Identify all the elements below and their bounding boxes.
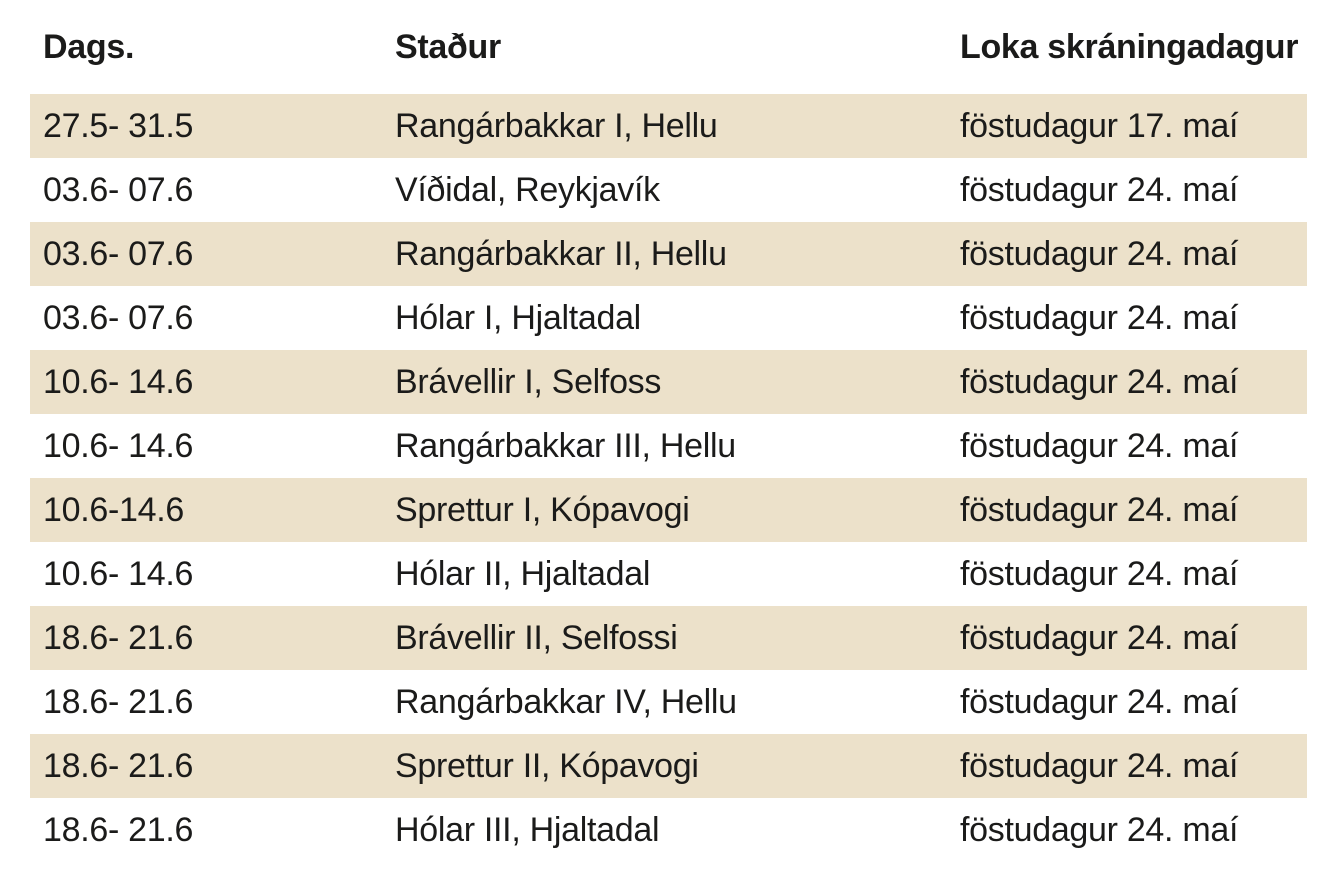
cell-dags: 10.6- 14.6 <box>43 363 194 401</box>
cell-dags: 03.6- 07.6 <box>43 235 194 273</box>
cell-dags: 18.6- 21.6 <box>43 811 194 849</box>
table-row: 10.6- 14.6 Brávellir I, Selfoss föstudagur… <box>30 350 1307 414</box>
cell-loka: föstudagur 17. maí <box>960 107 1239 145</box>
table-row: 10.6- 14.6 Hólar II, Hjaltadal föstudagur … <box>30 542 1307 606</box>
table-row: 03.6- 07.6 Rangárbakkar II, Hellu föstudag… <box>30 222 1307 286</box>
header-row: Dags. Staður Loka skráningadagur <box>30 0 1307 94</box>
schedule-table: Dags. Staður Loka skráningadagur 27.5- 3… <box>30 0 1307 862</box>
cell-dags: 10.6-14.6 <box>43 491 184 529</box>
table-row: 18.6- 21.6 Rangárbakkar IV, Hellu föstudag… <box>30 670 1307 734</box>
cell-dags: 18.6- 21.6 <box>43 683 194 721</box>
table-body: 27.5- 31.5 Rangárbakkar I, Hellu föstudagu… <box>30 94 1307 862</box>
table-row: 27.5- 31.5 Rangárbakkar I, Hellu föstudagu… <box>30 94 1307 158</box>
table-row: 18.6- 21.6 Hólar III, Hjaltadal föstudagur… <box>30 798 1307 862</box>
cell-loka: föstudagur 24. maí <box>960 619 1239 657</box>
cell-stadur: Víðidal, Reykjavík <box>395 171 660 209</box>
cell-dags: 03.6- 07.6 <box>43 171 194 209</box>
cell-loka: föstudagur 24. maí <box>960 427 1239 465</box>
table-row: 10.6- 14.6 Rangárbakkar III, Hellu föstuda… <box>30 414 1307 478</box>
registration-schedule: Dags. Staður Loka skráningadagur 27.5- 3… <box>30 0 1307 862</box>
table-row: 18.6- 21.6 Sprettur II, Kópavogi föstudagu… <box>30 734 1307 798</box>
cell-stadur: Rangárbakkar I, Hellu <box>395 107 718 145</box>
cell-loka: föstudagur 24. maí <box>960 235 1239 273</box>
table-row: 03.6- 07.6 Víðidal, Reykjavík föstudagur 2… <box>30 158 1307 222</box>
cell-stadur: Hólar III, Hjaltadal <box>395 811 660 849</box>
table-header: Dags. Staður Loka skráningadagur <box>30 0 1307 94</box>
cell-loka: föstudagur 24. maí <box>960 747 1239 785</box>
cell-dags: 18.6- 21.6 <box>43 619 194 657</box>
column-header-loka-skraningadagur: Loka skráningadagur <box>960 0 1307 94</box>
cell-stadur: Hólar II, Hjaltadal <box>395 555 651 593</box>
cell-stadur: Sprettur II, Kópavogi <box>395 747 699 785</box>
cell-stadur: Hólar I, Hjaltadal <box>395 299 641 337</box>
cell-loka: föstudagur 24. maí <box>960 363 1239 401</box>
cell-stadur: Brávellir I, Selfoss <box>395 363 662 401</box>
cell-stadur: Sprettur I, Kópavogi <box>395 491 690 529</box>
table-row: 18.6- 21.6 Brávellir II, Selfossi föstudag… <box>30 606 1307 670</box>
cell-dags: 18.6- 21.6 <box>43 747 194 785</box>
table-row: 03.6- 07.6 Hólar I, Hjaltadal föstudagur 2… <box>30 286 1307 350</box>
cell-dags: 27.5- 31.5 <box>43 107 194 145</box>
cell-loka: föstudagur 24. maí <box>960 555 1239 593</box>
table-row: 10.6-14.6 Sprettur I, Kópavogi föstudagur … <box>30 478 1307 542</box>
column-header-stadur: Staður <box>395 0 960 94</box>
cell-stadur: Rangárbakkar II, Hellu <box>395 235 727 273</box>
column-header-dags: Dags. <box>30 0 395 94</box>
cell-dags: 03.6- 07.6 <box>43 299 194 337</box>
cell-loka: föstudagur 24. maí <box>960 491 1239 529</box>
cell-loka: föstudagur 24. maí <box>960 683 1239 721</box>
cell-loka: föstudagur 24. maí <box>960 811 1239 849</box>
cell-dags: 10.6- 14.6 <box>43 427 194 465</box>
cell-stadur: Brávellir II, Selfossi <box>395 619 678 657</box>
cell-stadur: Rangárbakkar IV, Hellu <box>395 683 737 721</box>
cell-loka: föstudagur 24. maí <box>960 171 1239 209</box>
cell-stadur: Rangárbakkar III, Hellu <box>395 427 736 465</box>
cell-dags: 10.6- 14.6 <box>43 555 194 593</box>
cell-loka: föstudagur 24. maí <box>960 299 1239 337</box>
